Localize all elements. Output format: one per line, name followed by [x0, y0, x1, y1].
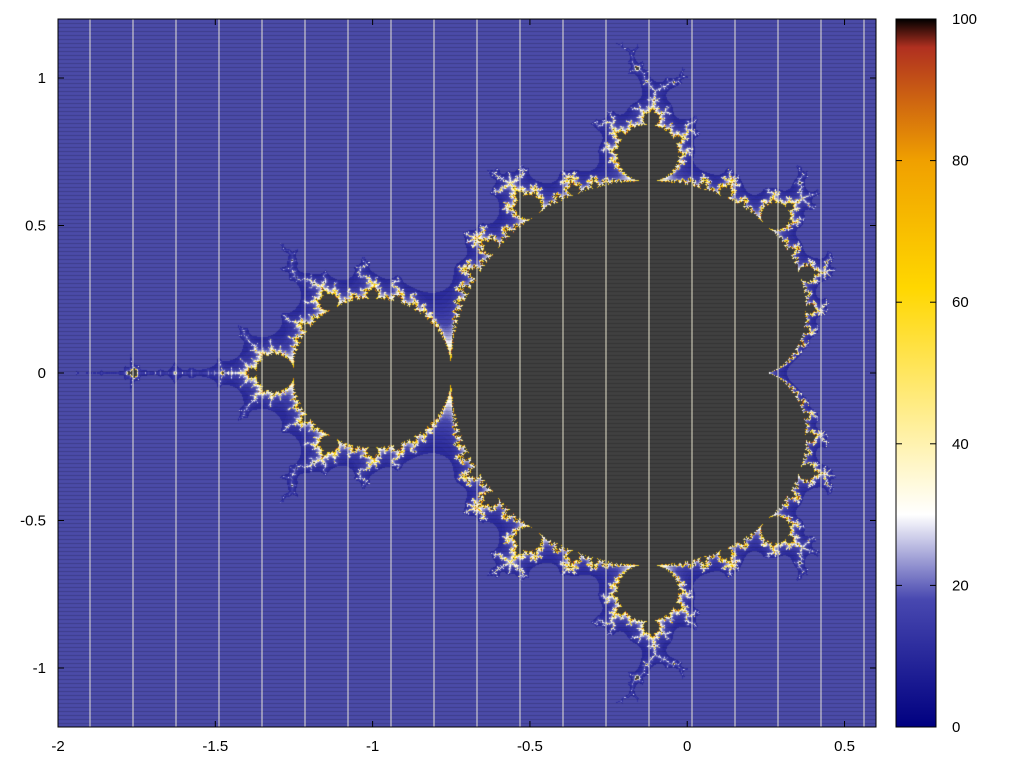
- y-tick-label: 1: [38, 70, 46, 87]
- colorbar-tick-label: 40: [952, 436, 969, 453]
- vertical-grid-lines: [89, 19, 865, 727]
- mandelbrot-heatmap-image: [58, 19, 876, 727]
- x-axis: -2 -1.5 -1 -0.5 0 0.5: [51, 19, 855, 755]
- x-tick-label: -1.5: [202, 738, 228, 755]
- y-tick-label: -1: [33, 660, 46, 677]
- colorbar-tick-label: 60: [952, 294, 969, 311]
- y-tick-label: 0: [38, 365, 46, 382]
- x-tick-label: -1: [366, 738, 379, 755]
- y-axis: 1 0.5 0 -0.5 -1: [20, 70, 876, 677]
- plot-area: [57, 18, 877, 728]
- x-tick-label: -2: [51, 738, 64, 755]
- colorbar-tick-label: 0: [952, 719, 960, 736]
- x-tick-label: 0.5: [834, 738, 855, 755]
- y-tick-label: 0.5: [25, 218, 46, 235]
- y-tick-label: -0.5: [20, 513, 46, 530]
- colorbar-tick-label: 100: [952, 11, 977, 28]
- colorbar-tick-label: 80: [952, 153, 969, 170]
- colorbar-tick-label: 20: [952, 577, 969, 594]
- colorbar: 0 20 40 60 80 100: [895, 11, 977, 736]
- x-tick-label: -0.5: [517, 738, 543, 755]
- colorbar-gradient: [895, 18, 937, 728]
- x-tick-label: 0: [683, 738, 691, 755]
